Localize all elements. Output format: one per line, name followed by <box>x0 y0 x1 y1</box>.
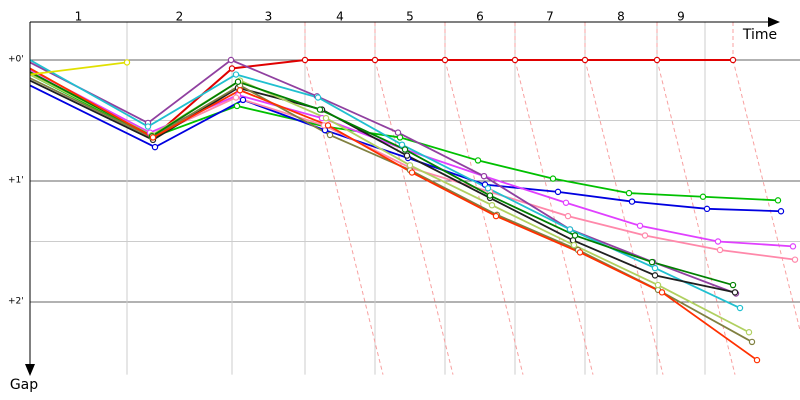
point-marker <box>492 212 500 220</box>
point-marker <box>625 189 633 197</box>
point-marker <box>654 281 662 289</box>
lap-label: 9 <box>677 10 685 24</box>
point-marker <box>745 329 753 336</box>
point-marker <box>232 71 240 78</box>
point-marker <box>511 56 519 64</box>
point-marker <box>234 78 242 85</box>
point-marker <box>791 256 799 263</box>
point-marker <box>628 198 636 205</box>
point-marker <box>581 56 589 64</box>
y-tick-label: +2' <box>8 296 24 306</box>
point-marker <box>151 143 159 151</box>
point-marker <box>566 226 574 233</box>
point-marker <box>570 241 578 249</box>
series-line <box>29 73 779 202</box>
point-marker <box>301 56 309 64</box>
plot <box>29 56 799 364</box>
leader-reference <box>732 59 800 333</box>
point-marker <box>571 232 579 239</box>
point-marker <box>554 188 562 196</box>
point-marker <box>729 56 737 64</box>
point-marker <box>549 175 557 182</box>
point-marker <box>648 258 656 266</box>
point-marker <box>123 59 131 66</box>
point-marker <box>474 157 482 164</box>
point-marker <box>236 87 244 94</box>
point-marker <box>748 338 756 346</box>
point-marker <box>406 162 414 169</box>
point-marker <box>658 289 666 296</box>
lap-label: 5 <box>406 10 414 24</box>
x-axis-label: Time <box>742 27 777 43</box>
point-marker <box>703 205 711 213</box>
point-marker <box>562 199 570 206</box>
point-marker <box>324 122 332 129</box>
series-line <box>29 71 796 261</box>
lap-label: 8 <box>617 10 625 24</box>
lap-label: 7 <box>546 10 554 24</box>
point-marker <box>716 246 724 254</box>
point-marker <box>314 94 322 101</box>
point-marker <box>441 56 449 64</box>
lap-label: 1 <box>75 10 83 24</box>
point-marker <box>228 65 236 72</box>
point-marker <box>636 222 644 229</box>
point-marker <box>699 193 707 200</box>
lap-label: 3 <box>265 10 273 24</box>
leader-reference <box>584 59 664 375</box>
point-marker <box>144 123 152 130</box>
point-marker <box>403 152 411 159</box>
series-line <box>29 61 128 76</box>
point-marker <box>484 185 492 192</box>
point-marker <box>326 131 334 139</box>
point-marker <box>641 232 649 239</box>
point-marker <box>789 243 797 250</box>
y-tick-label: +1' <box>8 175 24 185</box>
point-marker <box>401 146 409 153</box>
point-marker <box>232 94 240 101</box>
point-marker <box>316 106 324 113</box>
point-marker <box>564 212 572 220</box>
point-marker <box>408 169 416 176</box>
point-marker <box>651 264 659 272</box>
series-line <box>29 58 733 139</box>
point-marker <box>729 281 737 289</box>
gap-arrow <box>25 364 35 376</box>
point-marker <box>651 272 659 279</box>
leader-reference <box>656 59 736 375</box>
point-marker <box>480 172 488 180</box>
y-tick-label: +0' <box>8 54 24 64</box>
point-marker <box>777 208 785 215</box>
leader-reference <box>374 59 454 375</box>
point-marker <box>576 249 584 256</box>
point-marker <box>398 141 406 148</box>
time-arrow <box>768 17 780 27</box>
point-marker <box>753 356 761 364</box>
point-marker <box>239 96 247 104</box>
point-marker <box>488 201 496 209</box>
point-marker <box>486 192 494 199</box>
point-marker <box>714 238 722 245</box>
lap-label: 4 <box>336 10 344 24</box>
point-marker <box>149 134 157 141</box>
y-axis-label: Gap <box>10 377 38 393</box>
point-marker <box>371 56 379 64</box>
lap-label: 6 <box>476 10 484 24</box>
point-marker <box>731 289 739 296</box>
leader-reference <box>444 59 524 375</box>
point-marker <box>322 114 330 122</box>
leader-reference <box>514 59 594 375</box>
point-marker <box>736 304 744 312</box>
point-marker <box>233 102 241 110</box>
point-marker <box>774 197 782 204</box>
point-marker <box>653 56 661 64</box>
leader-reference <box>304 59 384 375</box>
lap-label: 2 <box>176 10 184 24</box>
point-marker <box>394 129 402 136</box>
point-marker <box>227 56 235 64</box>
